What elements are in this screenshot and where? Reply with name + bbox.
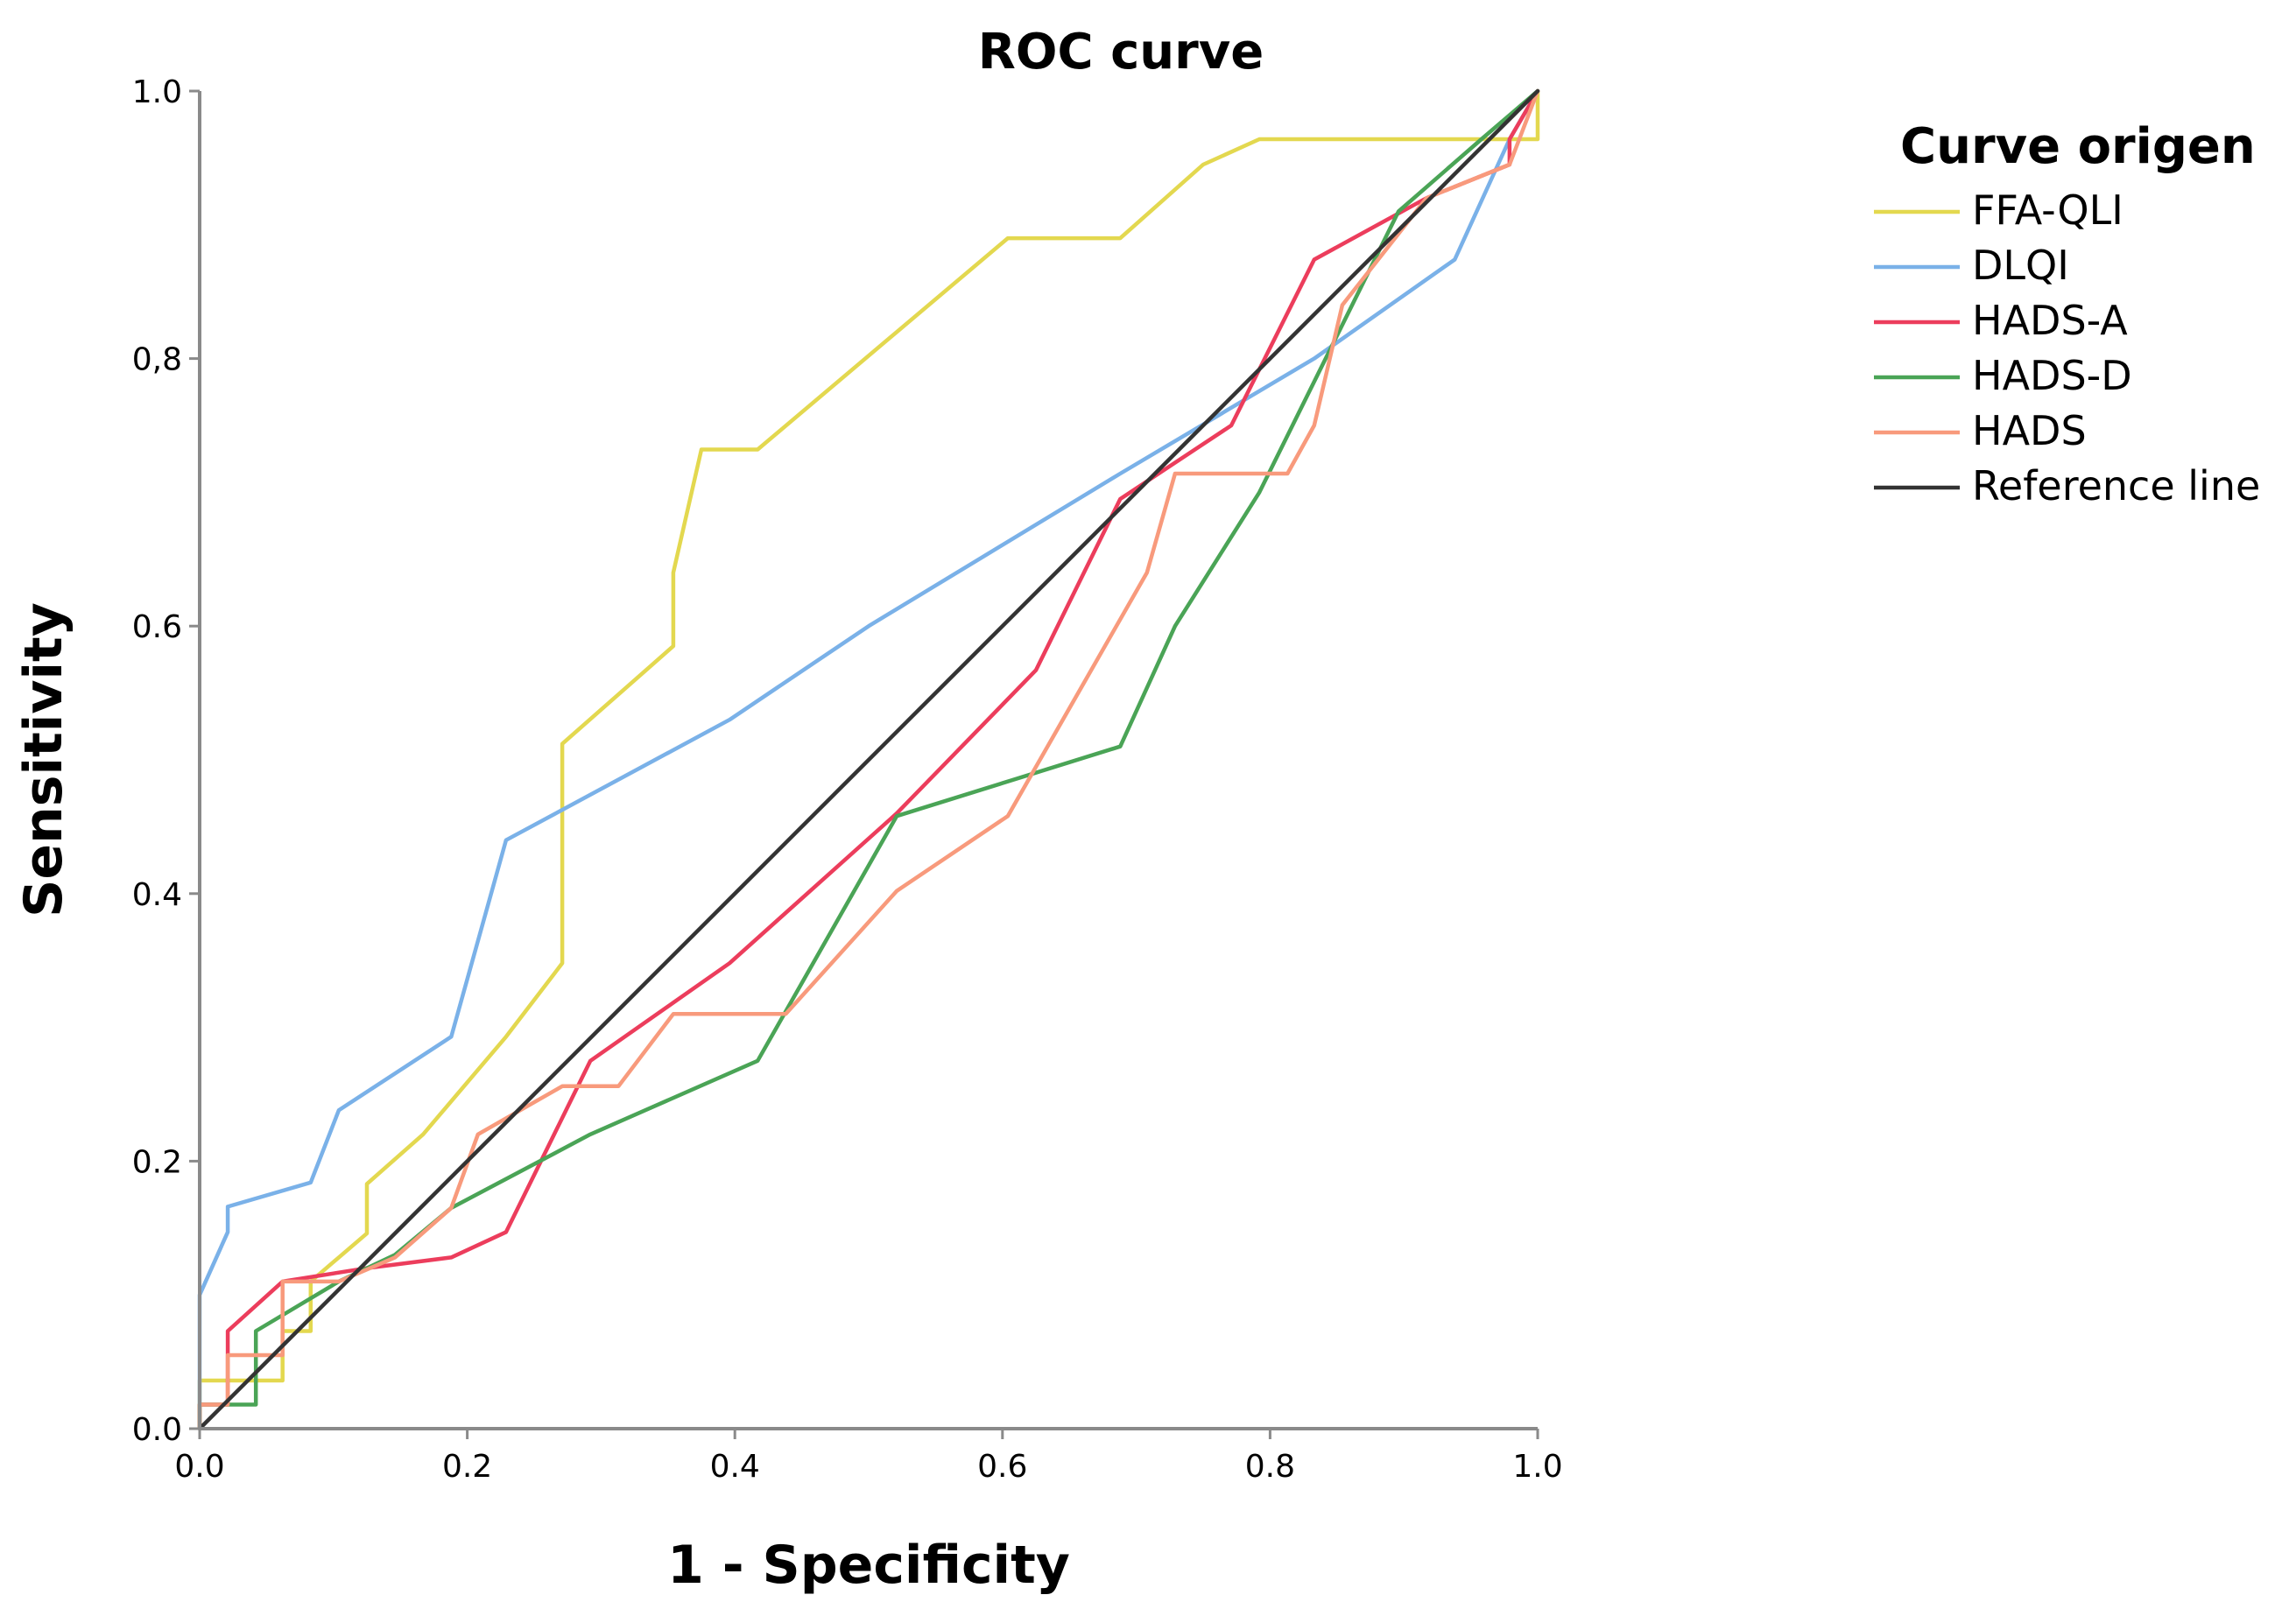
series-line-ffa-qli (197, 88, 1540, 1431)
series-line-hads-d (197, 88, 1540, 1431)
legend-label-reference-line: Reference line (1972, 462, 2260, 509)
y-tick-label: 0,8 (132, 342, 182, 378)
series-line-reference-line (197, 88, 1540, 1431)
y-axis-label: Sensitivity (13, 602, 74, 917)
y-tick-label: 0.6 (132, 609, 182, 645)
legend-label-dlqi: DLQI (1972, 242, 2069, 289)
legend: Curve origen FFA-QLI DLQI HADS-A HADS-D HADS… (1874, 118, 2260, 509)
legend-items: FFA-QLI DLQI HADS-A HADS-D HADS Reference lin… (1874, 186, 2260, 509)
x-tick-label: 0.4 (710, 1449, 760, 1485)
legend-label-ffa-qli: FFA-QLI (1972, 186, 2123, 234)
x-axis-label: 1 - Specificity (667, 1535, 1070, 1596)
x-tick-label: 0.8 (1245, 1449, 1295, 1485)
legend-label-hads-d: HADS-D (1972, 352, 2132, 399)
x-tick-label: 1.0 (1512, 1449, 1562, 1485)
y-tick-label: 0.4 (132, 877, 182, 913)
y-tick-label: 1.0 (132, 74, 182, 110)
y-tick-label: 0.2 (132, 1144, 182, 1180)
legend-title: Curve origen (1900, 118, 2256, 175)
chart-title: ROC curve (978, 24, 1264, 81)
series-line-dlqi (197, 88, 1540, 1431)
x-tick-label: 0.6 (977, 1449, 1027, 1485)
series-layer (197, 88, 1540, 1431)
x-axis-ticks: 0.0 0.2 0.4 0.6 0.8 1.0 (174, 1429, 1563, 1485)
y-tick-label: 0.0 (132, 1412, 182, 1448)
legend-label-hads: HADS (1972, 407, 2087, 454)
x-tick-label: 0.2 (442, 1449, 492, 1485)
x-tick-label: 0.0 (174, 1449, 224, 1485)
y-axis-ticks: 0.0 0.2 0.4 0.6 0,8 1.0 (132, 74, 200, 1448)
legend-label-hads-a: HADS-A (1972, 297, 2128, 344)
